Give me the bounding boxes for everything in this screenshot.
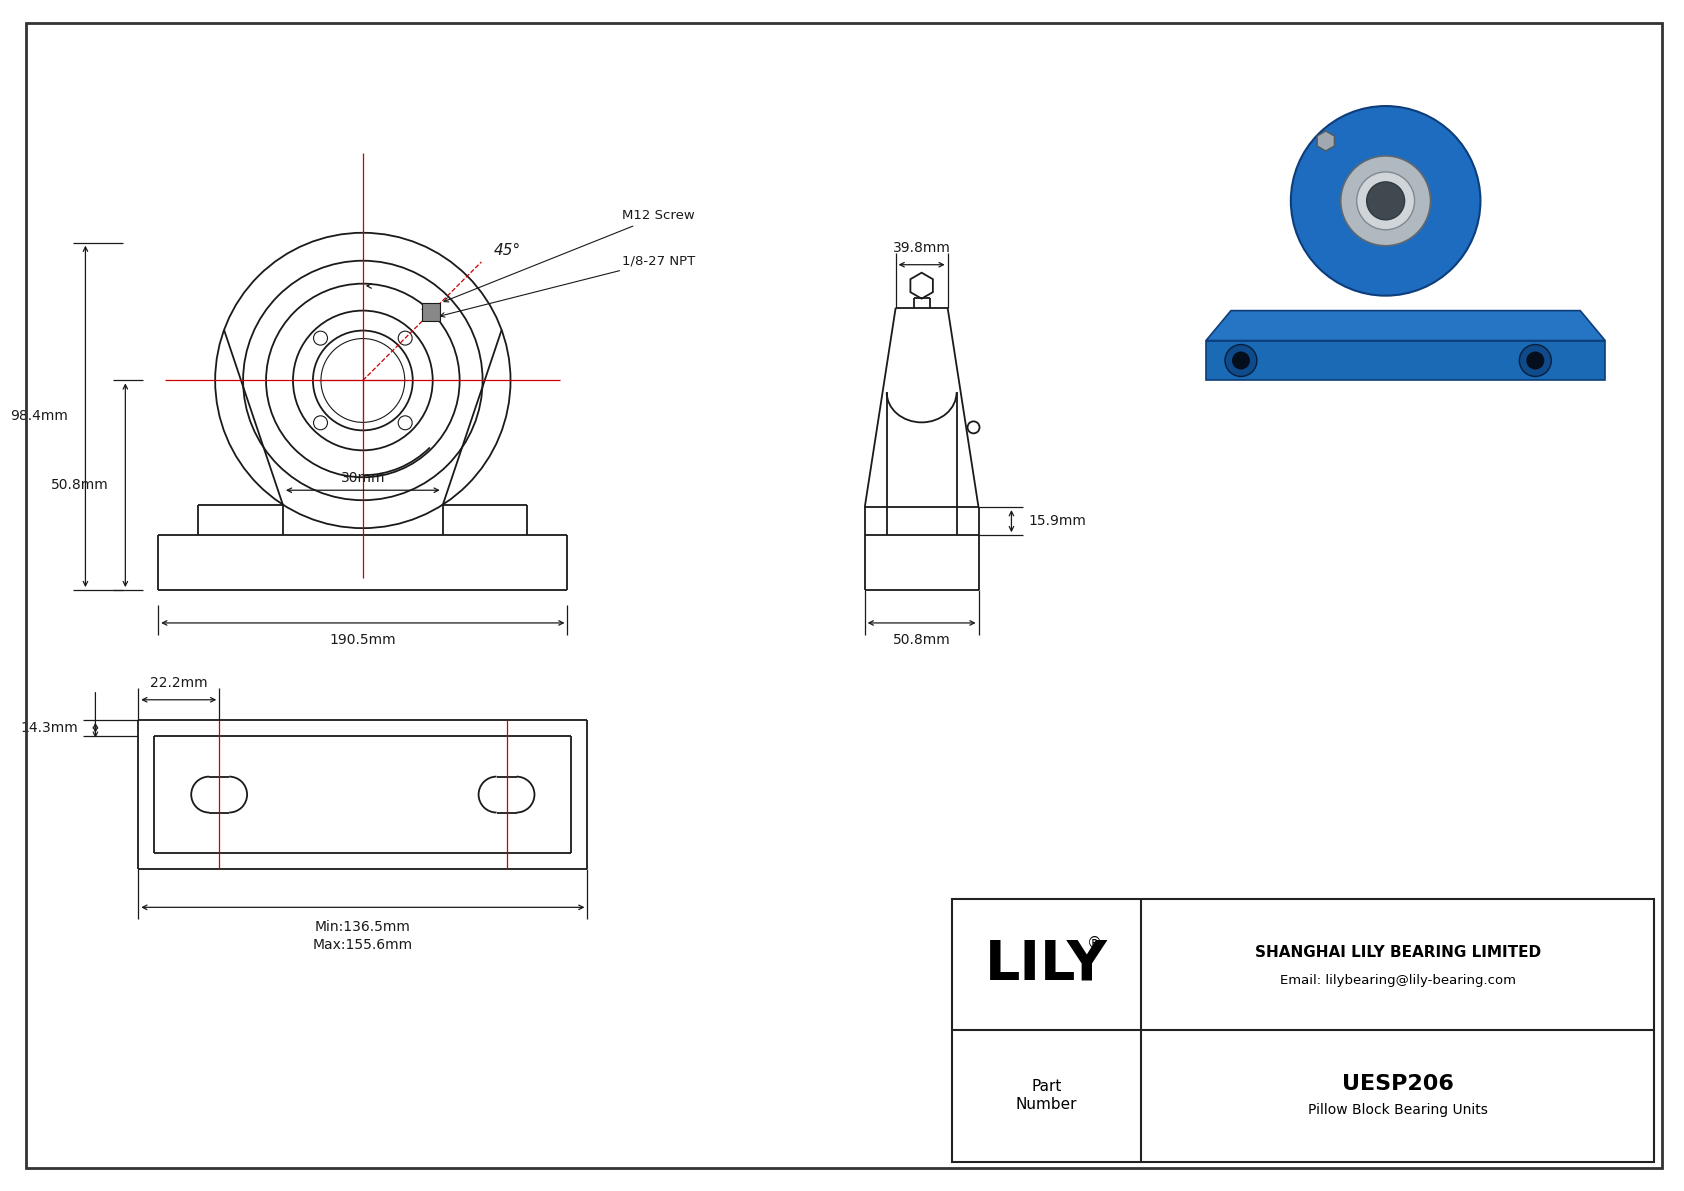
Text: Max:155.6mm: Max:155.6mm <box>313 939 413 953</box>
Text: 22.2mm: 22.2mm <box>150 675 207 690</box>
Ellipse shape <box>1367 182 1404 220</box>
Text: 15.9mm: 15.9mm <box>1029 515 1086 528</box>
Text: Min:136.5mm: Min:136.5mm <box>315 921 411 934</box>
Text: Pillow Block Bearing Units: Pillow Block Bearing Units <box>1308 1103 1487 1117</box>
Text: Email: lilybearing@lily-bearing.com: Email: lilybearing@lily-bearing.com <box>1280 974 1516 987</box>
Text: Part
Number: Part Number <box>1015 1079 1078 1112</box>
Text: 39.8mm: 39.8mm <box>893 241 950 255</box>
Text: 98.4mm: 98.4mm <box>10 410 69 423</box>
Text: LILY: LILY <box>985 939 1108 992</box>
Text: M12 Screw: M12 Screw <box>445 210 695 303</box>
Circle shape <box>1519 344 1551 376</box>
Text: 1/8-27 NPT: 1/8-27 NPT <box>440 254 695 317</box>
Ellipse shape <box>1292 106 1480 295</box>
Ellipse shape <box>1340 156 1430 245</box>
Text: 190.5mm: 190.5mm <box>330 632 396 647</box>
Text: 45°: 45° <box>493 243 520 258</box>
Bar <box>423 303 440 322</box>
Text: SHANGHAI LILY BEARING LIMITED: SHANGHAI LILY BEARING LIMITED <box>1255 946 1541 960</box>
Polygon shape <box>1206 341 1605 380</box>
Circle shape <box>1224 344 1256 376</box>
Text: 30mm: 30mm <box>340 472 386 485</box>
Polygon shape <box>1206 311 1605 341</box>
Text: ®: ® <box>1086 935 1101 950</box>
Text: 50.8mm: 50.8mm <box>51 479 108 492</box>
Circle shape <box>1526 351 1544 369</box>
Circle shape <box>1233 351 1250 369</box>
Text: UESP206: UESP206 <box>1342 1074 1453 1093</box>
Bar <box>1175 42 1635 380</box>
Text: 14.3mm: 14.3mm <box>20 721 79 735</box>
Ellipse shape <box>1357 172 1415 230</box>
Bar <box>951 899 1654 1161</box>
Text: 50.8mm: 50.8mm <box>893 632 950 647</box>
